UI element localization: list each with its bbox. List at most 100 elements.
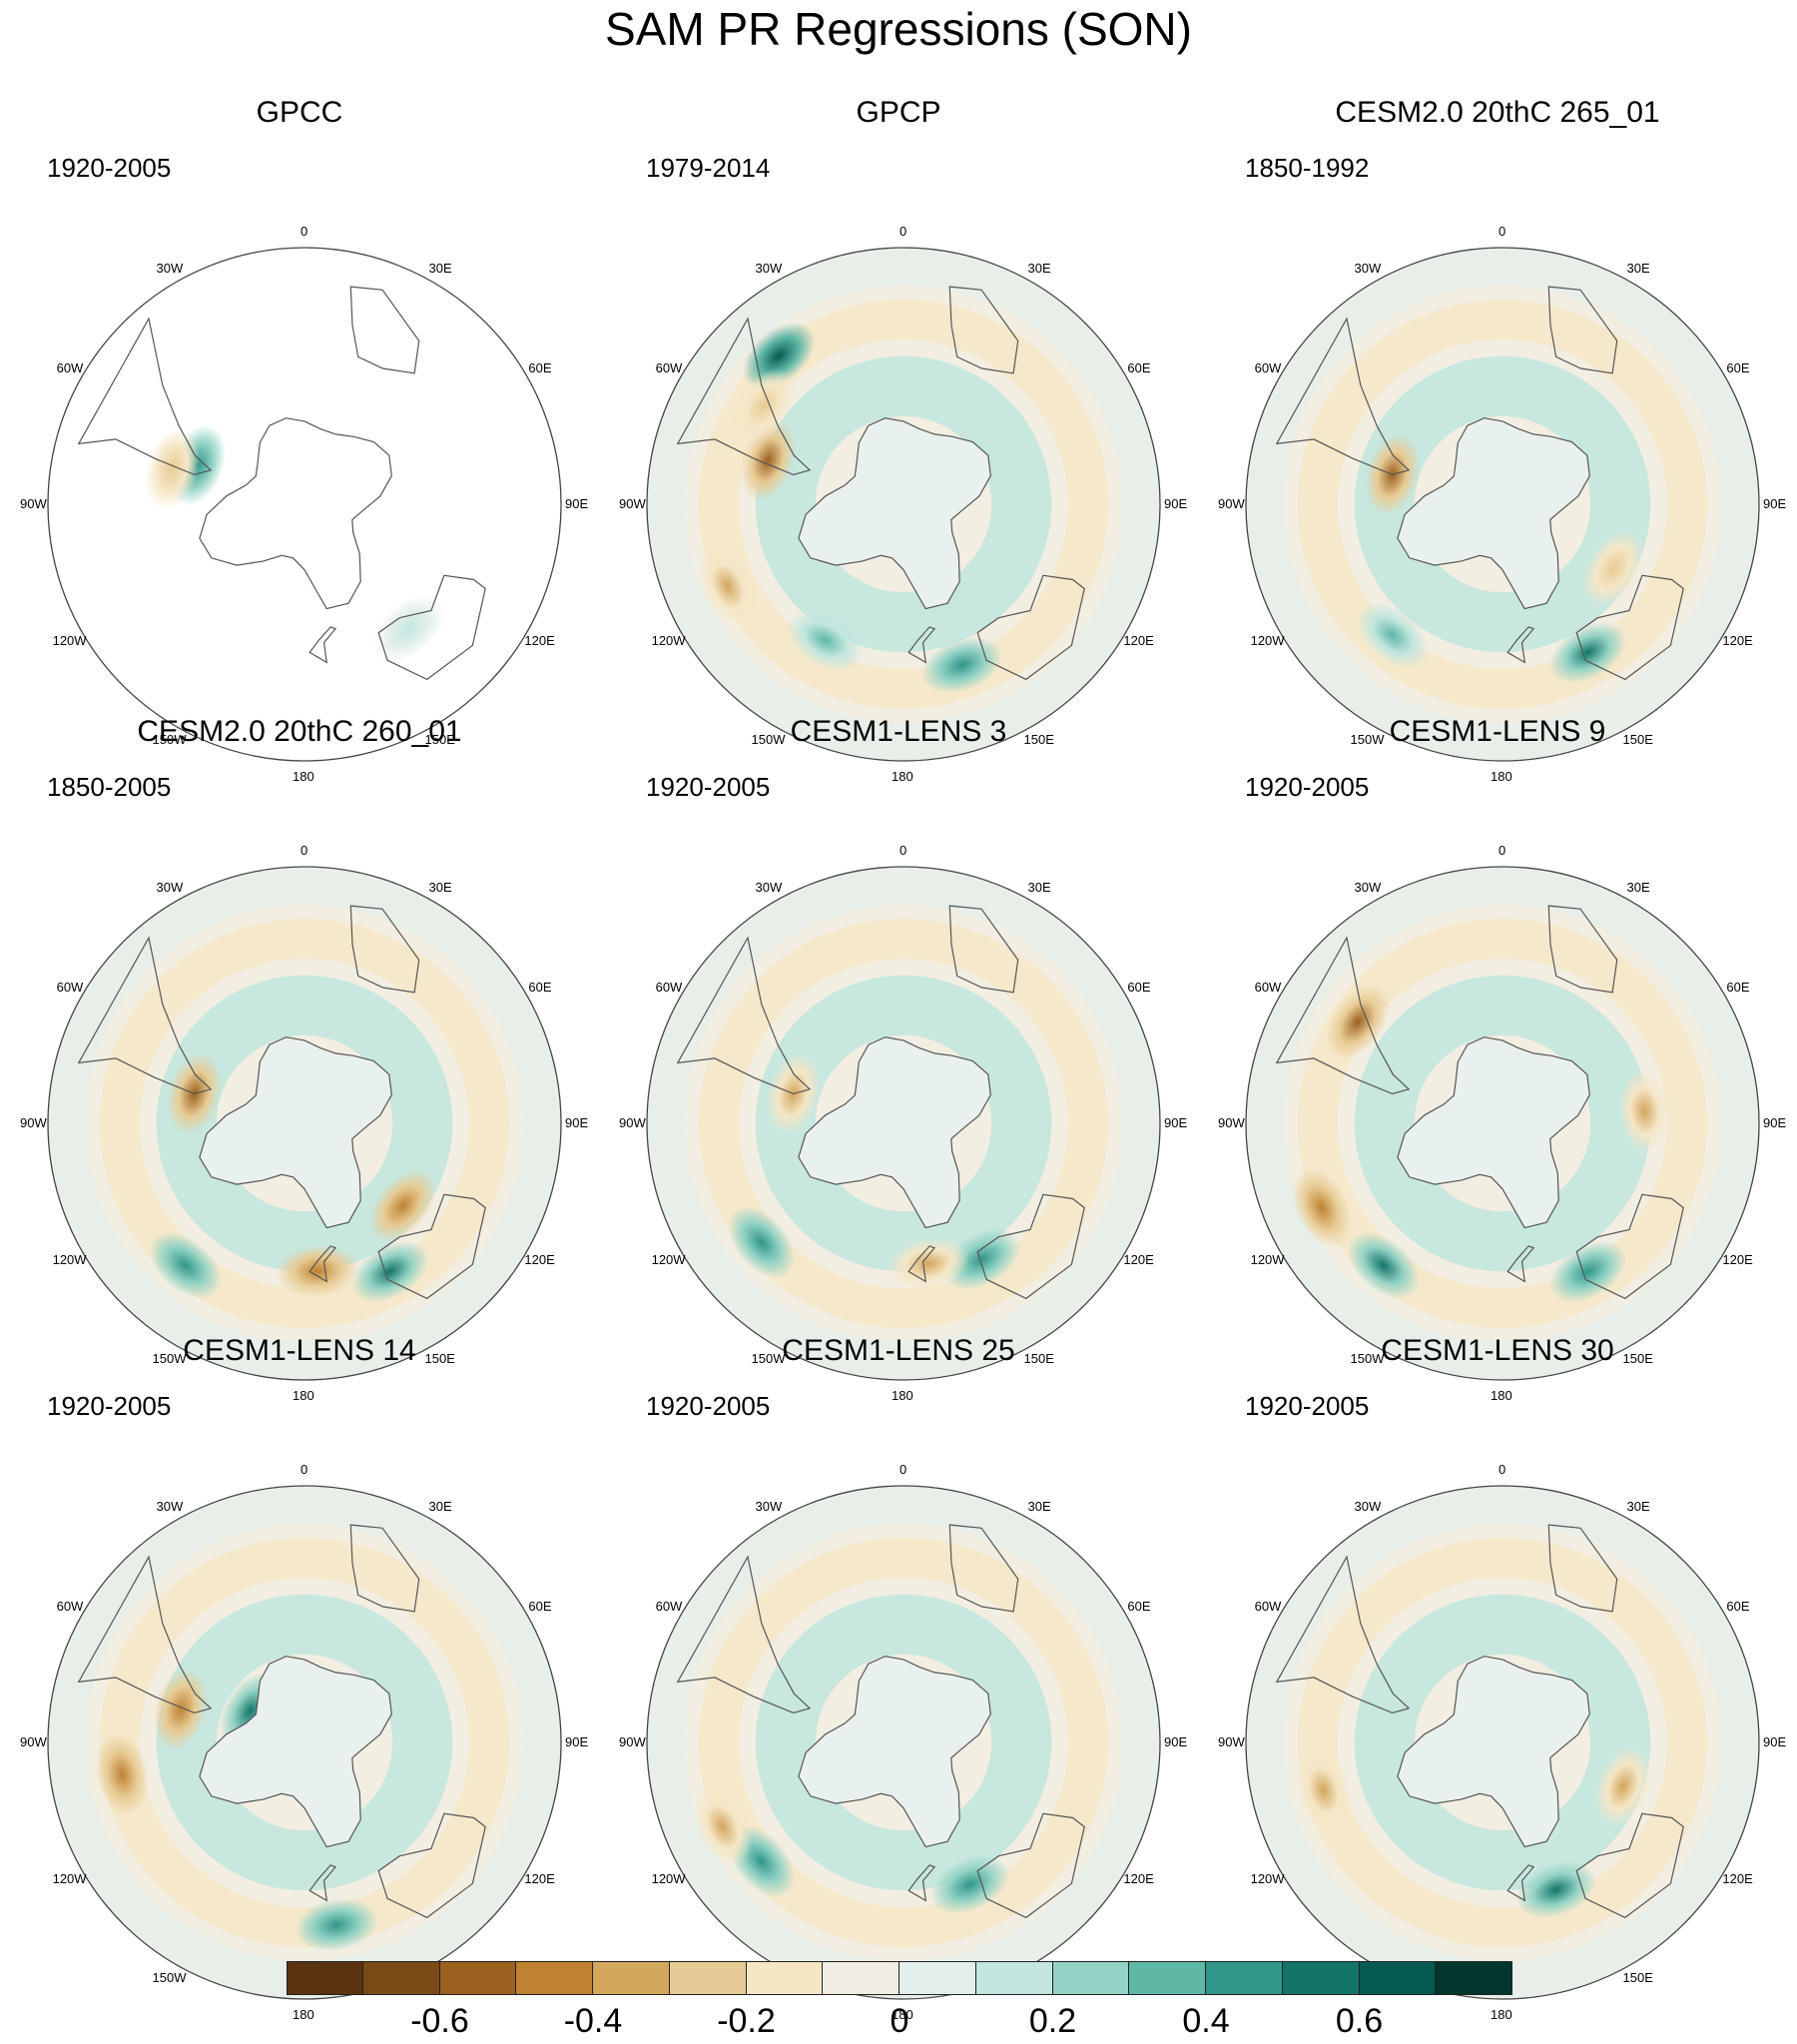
australia-coastline <box>377 1812 486 1919</box>
longitude-label: 60W <box>56 359 84 375</box>
longitude-label: 30E <box>1027 260 1051 276</box>
antarctica-coastline <box>798 1656 991 1848</box>
longitude-label: 30E <box>1027 1498 1051 1514</box>
longitude-label: 60E <box>1726 1598 1750 1614</box>
longitude-label: 120W <box>1250 1870 1285 1886</box>
longitude-label: 150W <box>152 1970 187 1986</box>
panel-period: 1850-2005 <box>47 772 172 802</box>
negative-anomaly <box>1325 985 1391 1059</box>
positive-ring <box>1354 1594 1651 1891</box>
africa-coastline <box>1547 1524 1618 1613</box>
panel-title: CESM2.0 20thC 265_01 <box>1335 96 1660 129</box>
colorbar-frame <box>287 1961 1512 1995</box>
map-boundary <box>646 866 1161 1381</box>
negative-ring <box>698 299 1109 710</box>
longitude-label: 120E <box>524 1251 555 1267</box>
longitude-label: 0 <box>300 1462 308 1477</box>
longitude-label: 60W <box>655 1598 683 1614</box>
longitude-label: 30W <box>156 879 184 895</box>
australia-coastline <box>976 1812 1085 1919</box>
longitude-label: 120E <box>1123 1870 1154 1886</box>
longitude-label: 120W <box>52 632 87 648</box>
south-america-coastline <box>77 936 213 1095</box>
positive-anomaly <box>742 322 816 389</box>
map-boundary <box>1245 866 1760 1381</box>
negative-anomaly <box>1594 1745 1652 1827</box>
negative-ring <box>698 1537 1109 1948</box>
negative-ring <box>1297 1537 1708 1948</box>
colorbar-swatch <box>1129 1961 1206 1995</box>
polar-map <box>47 1485 562 2000</box>
longitude-label: 150E <box>1622 1351 1653 1367</box>
africa-coastline <box>948 905 1019 994</box>
negative-anomaly <box>731 368 796 444</box>
longitude-label: 150W <box>751 1351 786 1367</box>
longitude-label: 90W <box>1218 1734 1245 1749</box>
longitude-label: 30E <box>1626 879 1650 895</box>
outer-ring <box>647 867 1160 1380</box>
new-zealand-coastline <box>907 626 936 664</box>
new-zealand-coastline <box>1506 1245 1535 1283</box>
longitude-label: 150E <box>1622 732 1653 748</box>
longitude-label: 90W <box>619 1115 646 1130</box>
longitude-label: 150W <box>1350 732 1385 748</box>
colorbar-swatch <box>1206 1961 1283 1995</box>
positive-anomaly <box>1347 1231 1420 1299</box>
negative-anomaly <box>368 1169 436 1242</box>
longitude-label: 150W <box>751 732 786 748</box>
longitude-label: 0 <box>1498 224 1506 239</box>
antarctica-coastline <box>1397 1036 1590 1229</box>
longitude-label: 150E <box>1622 1970 1653 1986</box>
longitude-label: 60W <box>56 979 84 995</box>
longitude-label: 150E <box>424 1351 455 1367</box>
longitude-label: 30W <box>755 260 783 276</box>
longitude-label: 90E <box>1164 1734 1188 1749</box>
antarctica-coastline <box>1397 1656 1590 1848</box>
longitude-label: 30W <box>156 260 184 276</box>
longitude-label: 120E <box>524 632 555 648</box>
negative-anomaly <box>145 427 200 510</box>
longitude-label: 150E <box>1023 732 1054 748</box>
negative-ring <box>698 918 1109 1329</box>
longitude-label: 90W <box>20 1734 47 1749</box>
australia-coastline <box>976 574 1085 681</box>
map-field <box>1246 248 1759 761</box>
longitude-label: 180 <box>892 769 913 784</box>
map-panel: CESM2.0 20thC 260_01 1850-2005 0 30E 60E 90E 1… <box>0 704 599 1403</box>
longitude-label: 180 <box>1491 1388 1512 1403</box>
panel-title: GPCC <box>256 96 343 129</box>
colorbar-tick-label: 0 <box>890 2002 909 2040</box>
longitude-label: 60E <box>528 979 552 995</box>
south-america-coastline <box>77 1555 213 1714</box>
map-field <box>647 248 1160 761</box>
africa-coastline <box>349 905 420 994</box>
positive-anomaly <box>351 1240 429 1303</box>
panel-period: 1979-2014 <box>646 153 771 183</box>
colorbar-swatch <box>1052 1961 1130 1995</box>
longitude-label: 30E <box>428 1498 452 1514</box>
positive-anomaly <box>1356 601 1430 669</box>
longitude-label: 30E <box>1027 879 1051 895</box>
positive-ring <box>755 355 1052 653</box>
colorbar-swatch <box>975 1961 1053 1995</box>
panel-period: 1920-2005 <box>47 153 172 183</box>
longitude-label: 90E <box>565 1734 589 1749</box>
longitude-label: 120E <box>524 1870 555 1886</box>
longitude-label: 180 <box>293 769 314 784</box>
colorbar-swatch <box>669 1961 747 1995</box>
africa-coastline <box>948 286 1019 374</box>
negative-anomaly <box>153 1668 209 1750</box>
positive-anomaly <box>149 1231 222 1299</box>
longitude-label: 180 <box>1491 769 1512 784</box>
south-america-coastline <box>77 317 213 476</box>
antarctica-coastline <box>199 1036 392 1229</box>
longitude-label: 0 <box>899 224 907 239</box>
negative-anomaly <box>693 1786 753 1867</box>
longitude-label: 0 <box>899 843 907 858</box>
map-field <box>647 1486 1160 1999</box>
colorbar-swatch <box>899 1961 976 1995</box>
longitude-label: 120W <box>651 1251 686 1267</box>
longitude-label: 120E <box>1123 632 1154 648</box>
colorbar-swatch <box>1282 1961 1360 1995</box>
negative-anomaly <box>887 1236 970 1291</box>
